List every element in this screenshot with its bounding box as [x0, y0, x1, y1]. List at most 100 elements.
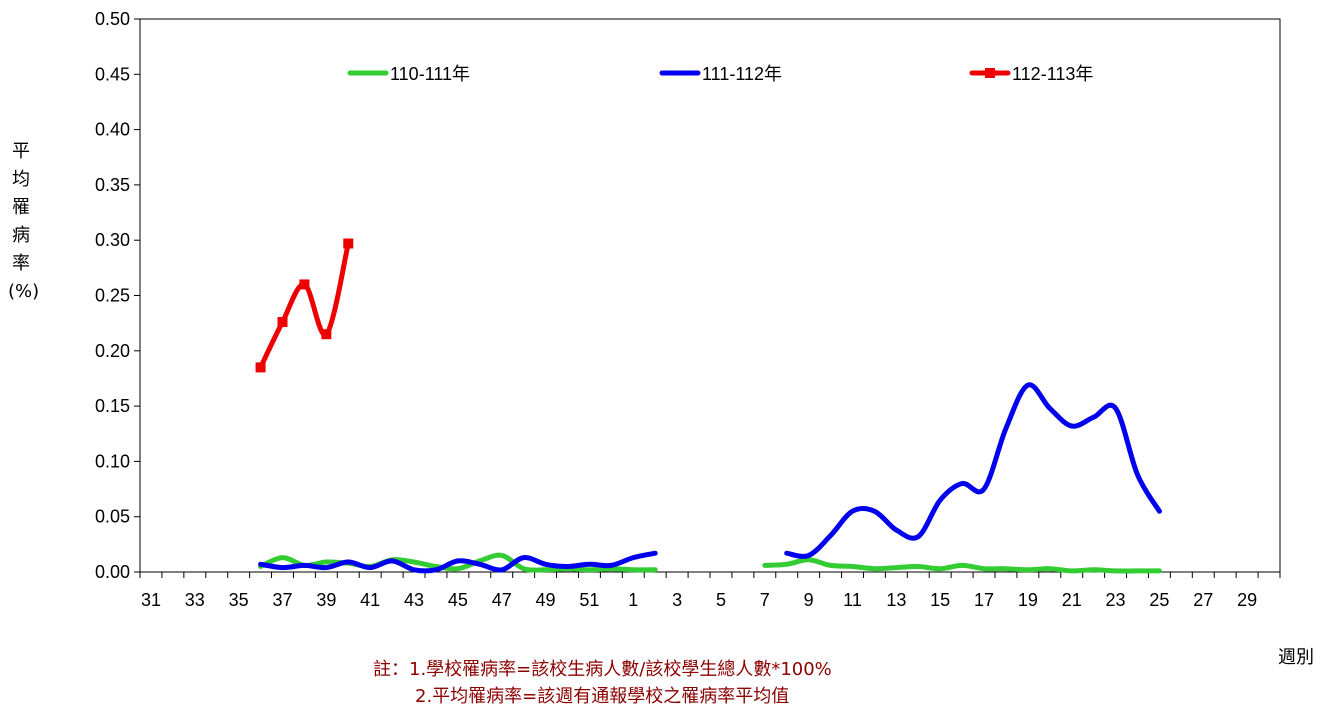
data-point: [1049, 408, 1050, 409]
data-point: [940, 568, 941, 569]
x-tick-label: 33: [185, 590, 205, 610]
data-point: [786, 553, 787, 554]
data-point: [786, 564, 787, 565]
data-point: [962, 483, 963, 484]
x-tick-label: 5: [716, 590, 726, 610]
legend-item: 110-111年: [347, 64, 470, 84]
x-tick-label: 39: [316, 590, 336, 610]
legend-item: 111-112年: [659, 64, 782, 84]
data-point: [282, 567, 283, 568]
x-tick-label: 49: [536, 590, 556, 610]
legend-item: 112-113年: [969, 64, 1093, 84]
y-axis: 0.00 0.05 0.10 0.15 0.20 0.25 0.30 0.35 0.40 0.45…: [95, 9, 140, 582]
y-tick-label: 0.40: [95, 120, 130, 140]
data-point: [1093, 417, 1094, 418]
data-point: [764, 565, 765, 566]
legend-label: 110-111年: [390, 64, 470, 84]
data-point: [457, 568, 458, 569]
data-point: [545, 569, 546, 570]
x-tick-label: 41: [360, 590, 380, 610]
data-point: [655, 553, 656, 554]
x-tick-label: 17: [974, 590, 994, 610]
data-point: [874, 568, 875, 569]
x-tick-label: 31: [141, 590, 161, 610]
data-point: [501, 569, 502, 570]
data-point: [655, 569, 656, 570]
data-point: [830, 535, 831, 536]
series-110-111年: [258, 552, 1162, 574]
footnote-2: 2.平均罹病率=該週有通報學校之罹病率平均值: [415, 686, 790, 707]
data-point: [633, 569, 634, 570]
data-point: [277, 317, 288, 328]
y-tick-label: 0.20: [95, 341, 130, 361]
data-point: [918, 536, 919, 537]
series-line: [762, 557, 1162, 574]
series-line: [258, 552, 658, 573]
plot-area: [139, 18, 1281, 573]
series-layer: [255, 238, 1162, 574]
y-tick-label: 0.45: [95, 64, 130, 84]
data-point: [260, 564, 261, 565]
x-tick-label: 37: [272, 590, 292, 610]
x-tick-label: 25: [1149, 590, 1169, 610]
data-point: [611, 565, 612, 566]
data-point: [435, 566, 436, 567]
x-tick-label: 13: [886, 590, 906, 610]
y-tick-label: 0.35: [95, 175, 130, 195]
data-point: [567, 566, 568, 567]
data-point: [984, 568, 985, 569]
x-axis-label: 週別: [1278, 647, 1314, 668]
data-point: [984, 489, 985, 490]
data-point: [611, 568, 612, 569]
x-tick-label: 9: [804, 590, 814, 610]
data-point: [255, 362, 266, 373]
data-point: [852, 511, 853, 512]
data-point: [1159, 511, 1160, 512]
data-point: [1115, 408, 1116, 409]
data-point: [589, 564, 590, 565]
data-point: [299, 279, 310, 290]
data-point: [501, 555, 502, 556]
data-point: [1027, 569, 1028, 570]
data-point: [282, 557, 283, 558]
x-tick-label: 7: [760, 590, 770, 610]
data-point: [896, 567, 897, 568]
data-point: [321, 329, 332, 340]
legend-label: 112-113年: [1012, 64, 1093, 84]
y-tick-label: 0.00: [95, 562, 130, 582]
x-tick-label: 35: [229, 590, 249, 610]
x-tick-label: 51: [579, 590, 599, 610]
data-point: [1071, 426, 1072, 427]
x-tick-label: 27: [1193, 590, 1213, 610]
x-tick-label: 29: [1237, 590, 1257, 610]
x-tick-label: 1: [628, 590, 638, 610]
data-point: [1049, 568, 1050, 569]
y-axis-label: 平均罹病率(%): [8, 141, 40, 302]
data-point: [962, 565, 963, 566]
series-line: [258, 550, 658, 574]
data-point: [808, 555, 809, 556]
data-point: [414, 569, 415, 570]
series-112-113年: [255, 238, 354, 373]
data-point: [545, 564, 546, 565]
x-tick-label: 47: [492, 590, 512, 610]
data-point: [304, 565, 305, 566]
data-point: [589, 569, 590, 570]
x-tick-label: 19: [1018, 590, 1038, 610]
data-point: [1027, 385, 1028, 386]
data-point: [457, 560, 458, 561]
data-point: [1137, 474, 1138, 475]
data-point: [633, 557, 634, 558]
y-tick-label: 0.10: [95, 451, 130, 471]
y-tick-label: 0.25: [95, 286, 130, 306]
y-tick-label: 0.15: [95, 396, 130, 416]
data-point: [808, 559, 809, 560]
x-tick-label: 11: [843, 590, 862, 610]
series-line: [784, 382, 1162, 559]
y-tick-label: 0.50: [95, 9, 130, 29]
data-point: [326, 562, 327, 563]
x-tick-label: 23: [1106, 590, 1126, 610]
data-point: [326, 567, 327, 568]
data-point: [1071, 570, 1072, 571]
